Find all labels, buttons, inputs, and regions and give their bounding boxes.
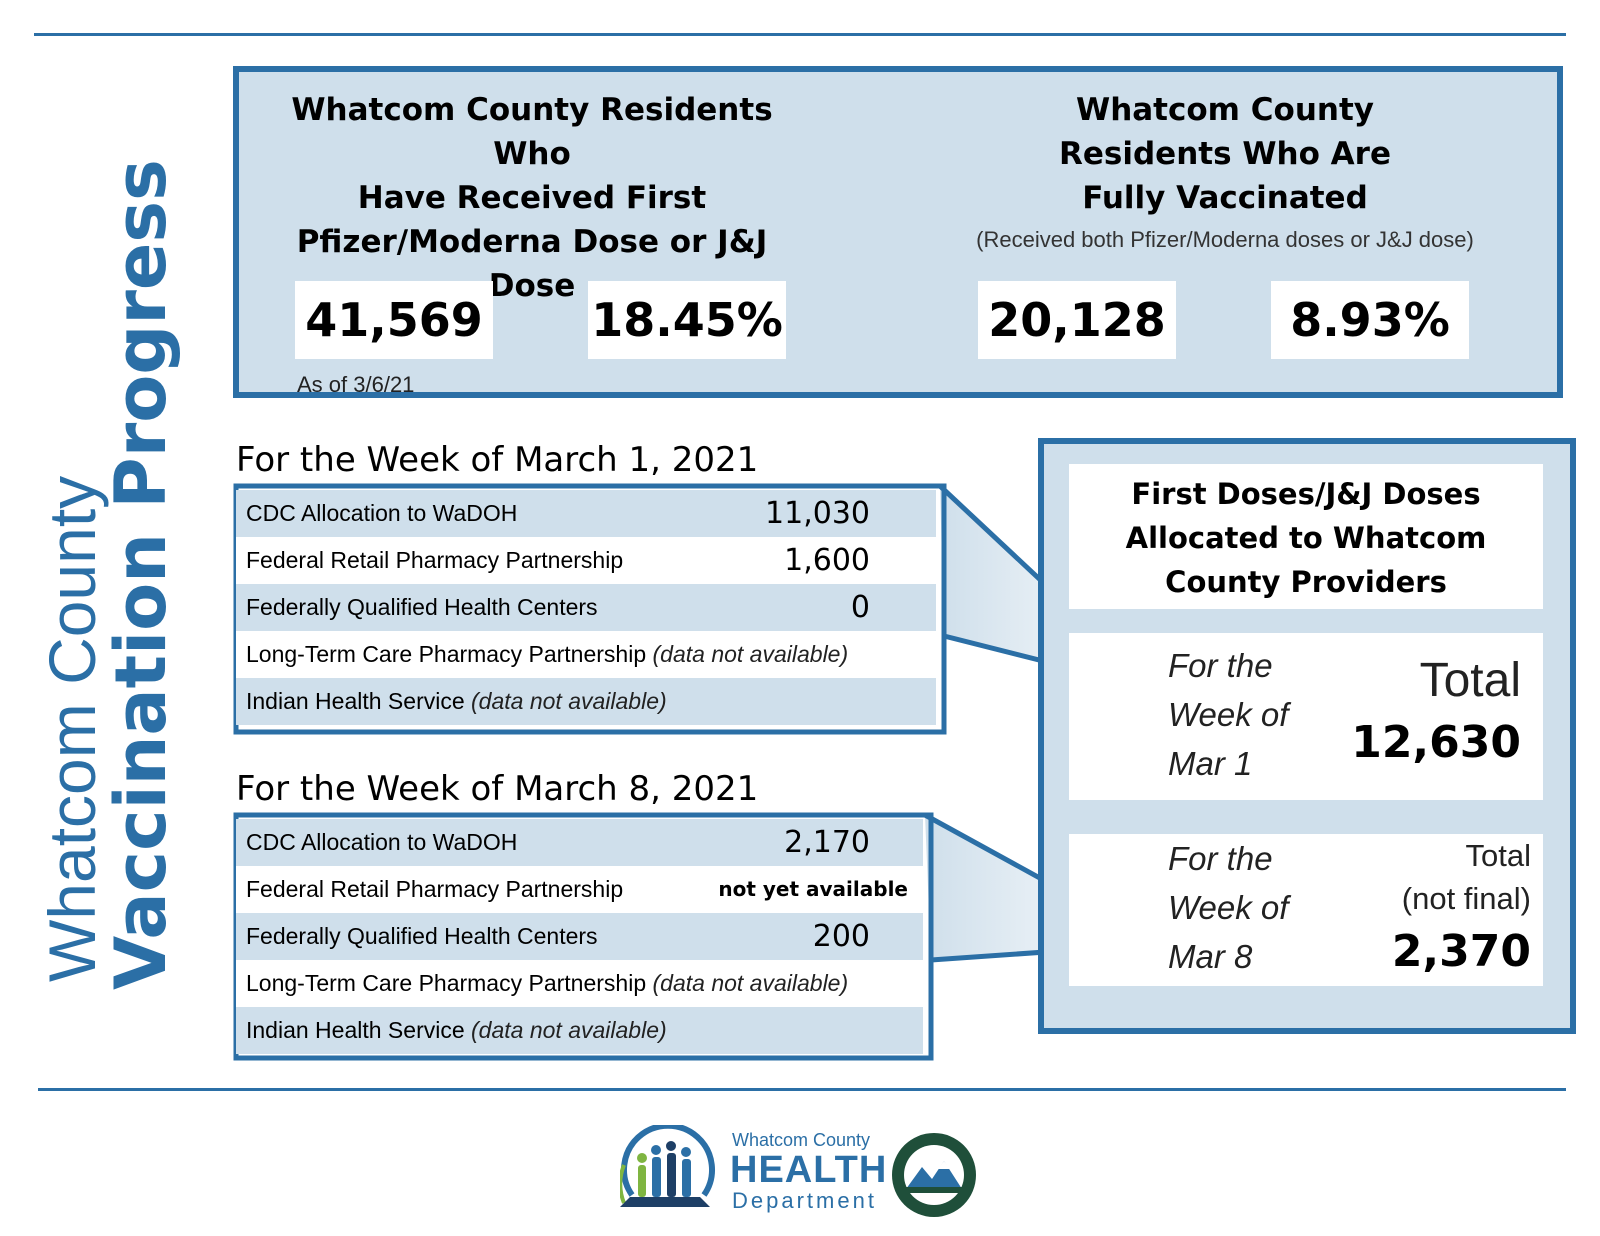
table-row: Indian Health Service (data not availabl… [236,1007,923,1054]
allocation-week2-label: For the Week of Mar 8 [1168,840,1289,975]
allocation-week1-panel: For the Week of Mar 1 Total 12,630 [1069,633,1543,800]
first-dose-percent: 18.45% [588,281,786,359]
allocation-title-panel: First Doses/J&J Doses Allocated to Whatc… [1069,464,1543,609]
fully-vaccinated-percent: 8.93% [1271,281,1469,359]
week1-title: For the Week of March 1, 2021 [236,440,759,480]
allocation-week1-total-label: Total [1419,654,1521,707]
allocation-week1-label: For the Week of Mar 1 [1168,647,1289,782]
org-name-line1: Whatcom County [732,1130,871,1150]
allocation-title: First Doses/J&J Doses Allocated to Whatc… [1125,477,1487,599]
top-rule [34,33,1566,36]
org-name-line2: HEALTH [730,1149,888,1191]
table-row: Long-Term Care Pharmacy Partnership (dat… [236,960,923,1007]
table-row: Federally Qualified Health Centers 0 [236,584,936,631]
allocation-week1-total: 12,630 [1351,717,1521,768]
table-row: Federal Retail Pharmacy Partnership not … [236,866,923,913]
table-row: Federal Retail Pharmacy Partnership 1,60… [236,537,936,584]
week1-table: CDC Allocation to WaDOH 11,030 Federal R… [236,490,936,725]
table-row: CDC Allocation to WaDOH 2,170 [236,819,923,866]
first-dose-heading: Whatcom County Residents Who Have Receiv… [291,92,773,304]
week2-table: CDC Allocation to WaDOH 2,170 Federal Re… [236,819,923,1054]
fully-vaccinated-heading: Whatcom County Residents Who Are Fully V… [1059,92,1391,216]
bottom-rule [38,1088,1566,1091]
fully-vaccinated-subheading: (Received both Pfizer/Moderna doses or J… [976,227,1474,252]
org-name-line3: Department [732,1188,877,1213]
allocation-panel: First Doses/J&J Doses Allocated to Whatc… [1038,438,1576,1034]
allocation-week2-total-label: Total (not final) [1401,838,1531,916]
as-of-date: As of 3/6/21 [297,372,415,397]
county-seal-icon [892,1133,976,1217]
table-row: Federally Qualified Health Centers 200 [236,913,923,960]
allocation-week2-panel: For the Week of Mar 8 Total (not final) … [1069,834,1543,986]
week2-title: For the Week of March 8, 2021 [236,769,759,809]
people-icon [620,1125,715,1207]
first-dose-count: 41,569 [295,281,493,359]
table-row: CDC Allocation to WaDOH 11,030 [236,490,936,537]
table-row: Indian Health Service (data not availabl… [236,678,936,725]
allocation-week2-total: 2,370 [1391,926,1531,977]
table-row: Long-Term Care Pharmacy Partnership (dat… [236,631,936,678]
health-department-logo [620,1125,976,1217]
fully-vaccinated-count: 20,128 [978,281,1176,359]
